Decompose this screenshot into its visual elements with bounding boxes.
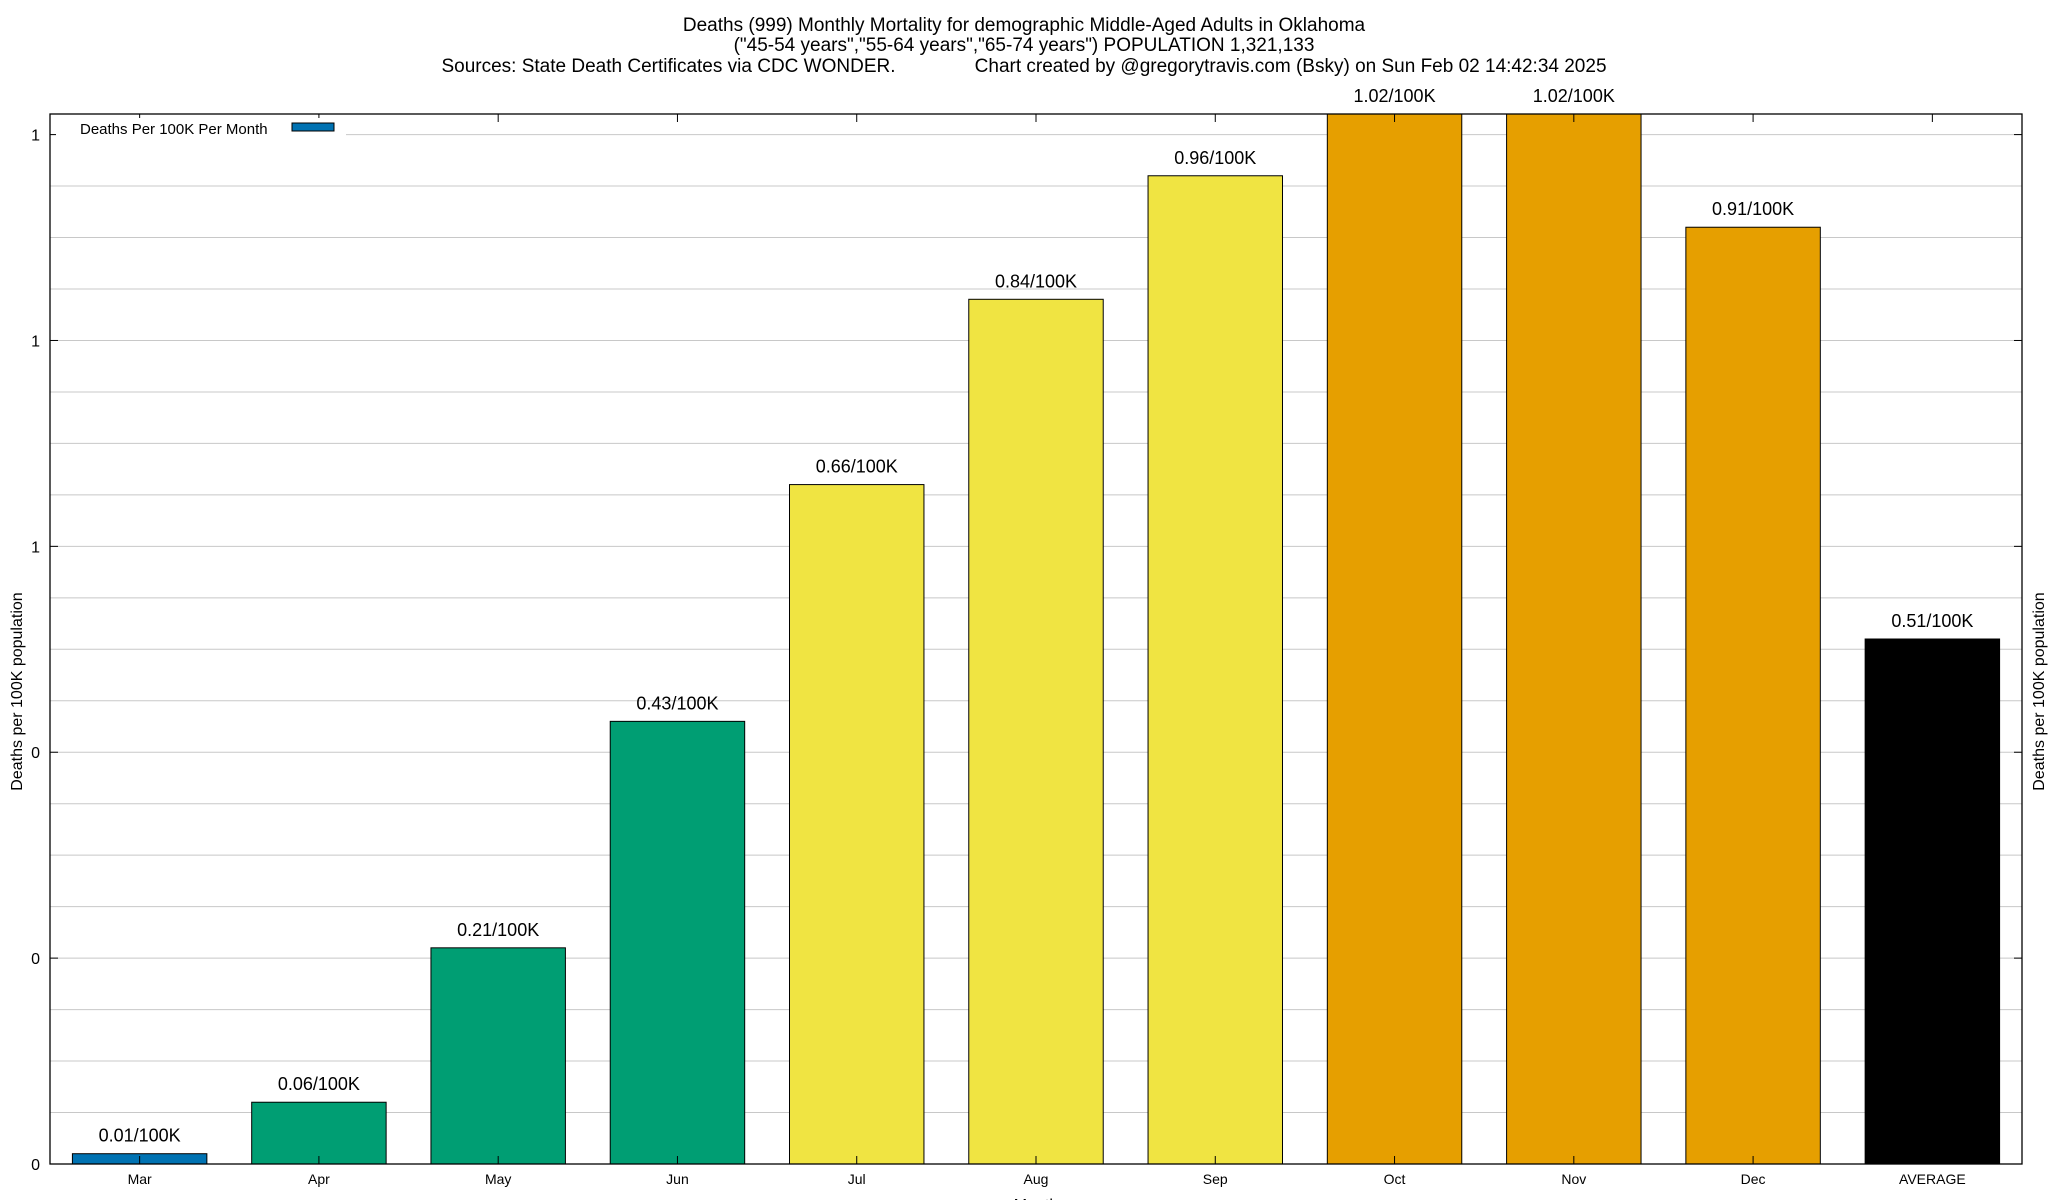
data-label-sep: 0.96/100K xyxy=(1174,148,1256,168)
title-line-2: ("45-54 years","55-64 years","65-74 year… xyxy=(734,35,1315,56)
legend-entry-label: Deaths Per 100K Per Month xyxy=(80,121,268,138)
bars xyxy=(71,113,2001,1165)
data-label-apr: 0.06/100K xyxy=(278,1074,360,1094)
bar-aug xyxy=(968,298,1104,1165)
y-axis-label-right: Deaths per 100K population xyxy=(2031,592,2048,790)
x-tick-label-dec: Dec xyxy=(1741,1171,1766,1187)
bar-jul xyxy=(789,484,925,1165)
x-tick-labels: Mar Apr May Jun Jul Aug Sep Oct Nov Dec AVERAGE xyxy=(128,114,1966,1187)
bar-oct xyxy=(1326,113,1463,1165)
bar-dec xyxy=(1685,226,1821,1165)
data-label-aug: 0.84/100K xyxy=(995,271,1077,291)
y-tick-label: 0 xyxy=(31,745,40,762)
y-tick-label: 1 xyxy=(31,128,40,145)
data-label-jun: 0.43/100K xyxy=(636,693,718,713)
legend: Deaths Per 100K Per Month xyxy=(56,118,346,140)
y-tick-label: 1 xyxy=(31,333,40,350)
x-tick-label-nov: Nov xyxy=(1561,1171,1586,1187)
y-tick-label: 0 xyxy=(31,1157,40,1174)
x-tick-label-oct: Oct xyxy=(1384,1171,1406,1187)
legend-background xyxy=(56,118,346,140)
bar-jun xyxy=(609,720,746,1165)
data-label-may: 0.21/100K xyxy=(457,920,539,940)
data-labels: 0.01/100K 0.06/100K 0.21/100K 0.43/100K 0.66… xyxy=(99,86,1974,1146)
y-tick-label: 0 xyxy=(31,951,40,968)
title-line-1: Deaths (999) Monthly Mortality for demog… xyxy=(683,15,1366,36)
y-tick-labels: 0 0 0 1 1 1 xyxy=(31,128,2022,1174)
x-tick-label-jul: Jul xyxy=(848,1171,866,1187)
bar-sep xyxy=(1147,175,1283,1165)
x-tick-label-may: May xyxy=(485,1171,511,1187)
data-label-nov: 1.02/100K xyxy=(1533,86,1615,106)
legend-swatch xyxy=(291,122,335,132)
plot-frame xyxy=(49,113,2023,1165)
bar-may xyxy=(430,947,566,1165)
bar-average xyxy=(1864,638,2001,1165)
data-label-average: 0.51/100K xyxy=(1891,611,1973,631)
data-label-mar: 0.01/100K xyxy=(99,1126,181,1146)
bar-nov xyxy=(1506,113,1642,1165)
x-tick-label-average: AVERAGE xyxy=(1899,1171,1966,1187)
data-label-dec: 0.91/100K xyxy=(1712,199,1794,219)
x-axis-label: Month xyxy=(1014,1197,1058,1200)
x-tick-label-aug: Aug xyxy=(1024,1171,1049,1187)
title-line-3: Sources: State Death Certificates via CD… xyxy=(441,56,1606,77)
chart-title: Deaths (999) Monthly Mortality for demog… xyxy=(441,15,1606,77)
data-label-jul: 0.66/100K xyxy=(816,457,898,477)
x-tick-label-sep: Sep xyxy=(1203,1171,1228,1187)
x-tick-label-apr: Apr xyxy=(308,1171,330,1187)
data-label-oct: 1.02/100K xyxy=(1354,86,1436,106)
x-tick-label-mar: Mar xyxy=(128,1171,152,1187)
x-tick-label-jun: Jun xyxy=(666,1171,689,1187)
y-axis-label: Deaths per 100K population xyxy=(9,592,26,790)
y-tick-label: 1 xyxy=(31,539,40,556)
bar-apr xyxy=(251,1101,387,1165)
